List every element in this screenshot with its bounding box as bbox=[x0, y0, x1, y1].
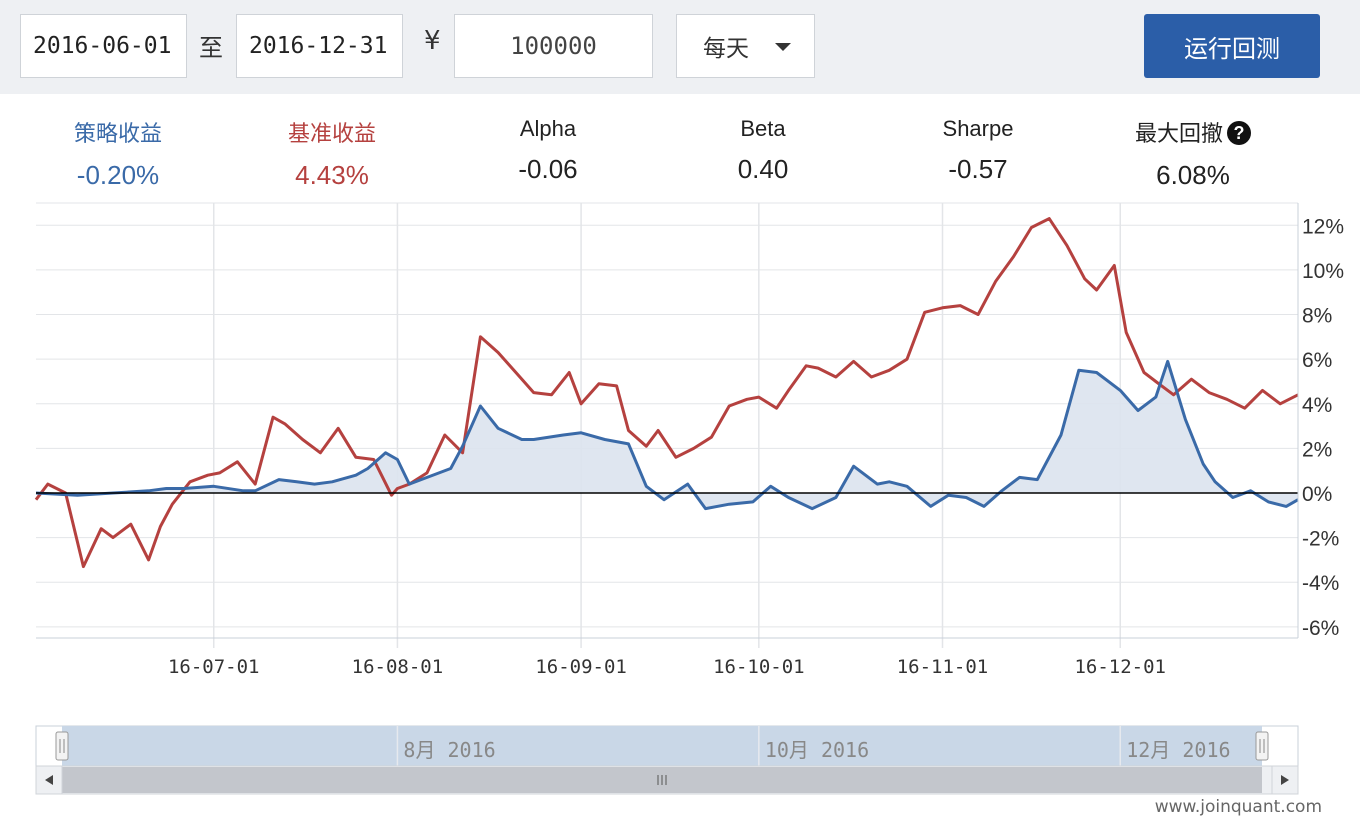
stat-value: -0.57 bbox=[948, 154, 1008, 184]
navigator-selection bbox=[62, 726, 1262, 766]
stat-label: Sharpe bbox=[942, 116, 1014, 141]
help-icon[interactable]: ? bbox=[1227, 121, 1251, 145]
stat-label: 最大回撤? bbox=[1083, 116, 1303, 148]
y-tick-label: -2% bbox=[1302, 528, 1339, 551]
stat-value: 6.08% bbox=[1156, 160, 1230, 190]
x-tick-label: 16-09-01 bbox=[535, 656, 627, 678]
y-tick-label: -4% bbox=[1302, 572, 1339, 595]
y-tick-label: 6% bbox=[1302, 349, 1332, 372]
range-navigator[interactable]: 8月 2016 10月 2016 12月 2016 bbox=[35, 725, 1299, 795]
stat-label: 策略收益 bbox=[73, 121, 162, 146]
axis-layer: -6% -4% -2% 0% 2% 4% 6% 8% 10% 12% 16-07-01 16-08-0… bbox=[36, 203, 1344, 678]
start-date-input[interactable]: 2016-06-01 bbox=[20, 14, 187, 78]
stat-beta: Beta 0.40 bbox=[653, 116, 873, 185]
y-tick-label: 4% bbox=[1302, 394, 1332, 417]
stat-strategy-return: 策略收益 -0.20% bbox=[8, 116, 228, 191]
benchmark-line bbox=[34, 217, 1299, 569]
x-tick-label: 16-11-01 bbox=[897, 656, 989, 678]
y-tick-label: 0% bbox=[1302, 483, 1332, 506]
stat-benchmark-return: 基准收益 4.43% bbox=[222, 116, 442, 191]
stat-alpha: Alpha -0.06 bbox=[438, 116, 658, 185]
scroll-right-icon bbox=[1281, 775, 1289, 785]
frequency-value: 每天 bbox=[703, 36, 749, 62]
strategy-line bbox=[35, 359, 1299, 511]
scroll-left-icon bbox=[45, 775, 53, 785]
stat-max-drawdown: 最大回撤? 6.08% bbox=[1083, 116, 1303, 191]
chevron-down-icon bbox=[775, 43, 791, 51]
navigator-label: 10月 2016 bbox=[765, 738, 869, 762]
stat-value: -0.06 bbox=[518, 154, 578, 184]
navigator-label: 8月 2016 bbox=[403, 738, 495, 762]
x-tick-label: 16-10-01 bbox=[713, 656, 805, 678]
stat-label: Beta bbox=[740, 116, 786, 141]
y-tick-label: 10% bbox=[1302, 260, 1344, 283]
stat-label: Alpha bbox=[519, 116, 577, 141]
stat-label: 基准收益 bbox=[287, 121, 376, 146]
navigator-label: 12月 2016 bbox=[1126, 738, 1230, 762]
stat-label-text: 最大回撤 bbox=[1134, 121, 1223, 146]
stat-value: -0.20% bbox=[76, 160, 160, 190]
run-backtest-button[interactable]: 运行回测 bbox=[1144, 14, 1320, 78]
y-tick-label: 8% bbox=[1302, 305, 1332, 328]
stat-value: 0.40 bbox=[737, 154, 789, 184]
series-layer bbox=[34, 217, 1299, 569]
frequency-select[interactable]: 每天 bbox=[676, 14, 815, 78]
y-tick-label: -6% bbox=[1302, 617, 1339, 640]
x-tick-label: 16-07-01 bbox=[168, 656, 260, 678]
x-tick-label: 16-12-01 bbox=[1074, 656, 1166, 678]
y-tick-label: 12% bbox=[1302, 215, 1344, 238]
y-tick-label: 2% bbox=[1302, 438, 1332, 461]
date-range-separator: 至 bbox=[199, 34, 223, 62]
returns-chart: -6% -4% -2% 0% 2% 4% 6% 8% 10% 12% 16-07-01 16-08-0… bbox=[34, 202, 1344, 795]
stat-value: 4.43% bbox=[295, 160, 369, 190]
toolbar: 2016-06-01 至 2016-12-31 ¥ 100000 每天 运行回测 bbox=[0, 0, 1360, 94]
stat-sharpe: Sharpe -0.57 bbox=[868, 116, 1088, 185]
end-date-input[interactable]: 2016-12-31 bbox=[236, 14, 403, 78]
capital-input[interactable]: 100000 bbox=[454, 14, 653, 78]
watermark: www.joinquant.com bbox=[1154, 797, 1322, 817]
navigator-handle[interactable] bbox=[1255, 731, 1269, 761]
currency-symbol: ¥ bbox=[424, 26, 441, 56]
grid-layer bbox=[36, 202, 1298, 648]
x-tick-label: 16-08-01 bbox=[352, 656, 444, 678]
navigator-handle[interactable] bbox=[55, 731, 69, 761]
